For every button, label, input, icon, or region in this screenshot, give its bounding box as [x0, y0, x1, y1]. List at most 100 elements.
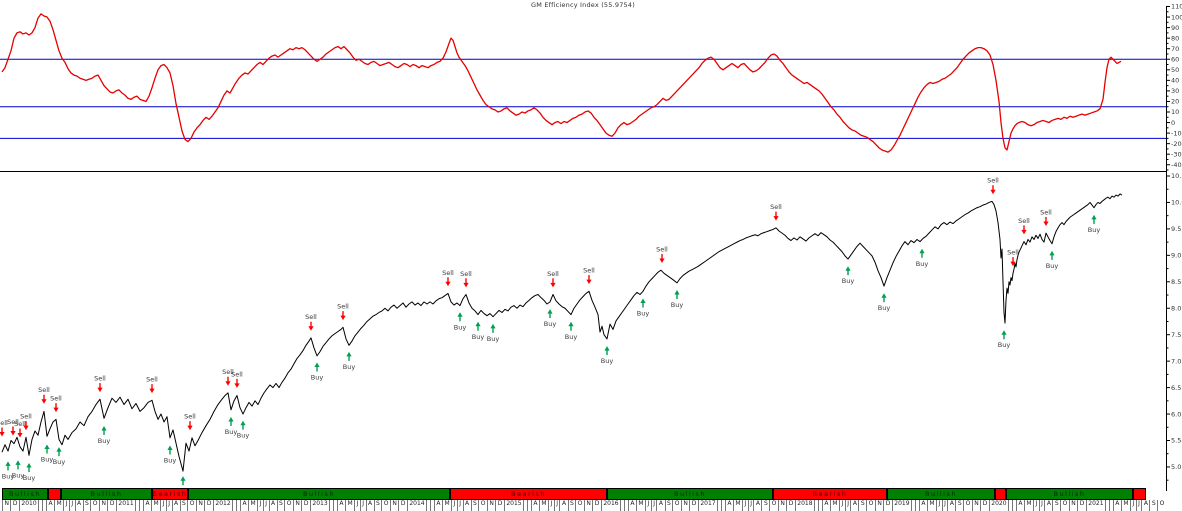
month-label: M	[635, 500, 645, 511]
oscillator-tick-label: 0	[1171, 119, 1175, 127]
month-label: J	[645, 500, 651, 511]
buy-arrow-icon	[228, 416, 234, 422]
month-label: J	[160, 500, 166, 511]
sell-signal: Sell	[14, 420, 26, 438]
oscillator-panel	[0, 13, 1166, 172]
buy-arrow-icon	[457, 312, 463, 317]
sell-arrow-icon	[41, 399, 47, 404]
month-label	[1011, 500, 1016, 511]
sell-label: Sell	[1018, 217, 1030, 225]
buy-arrow-icon	[547, 309, 553, 314]
sell-signal: Sell	[442, 269, 454, 287]
buy-signal: Buy	[1088, 214, 1100, 234]
price-line	[1, 193, 1123, 472]
month-label: N	[971, 500, 980, 511]
bullish-label: Bullish	[302, 489, 335, 498]
chart-title: GM Efficiency Index (55.9754)	[531, 1, 635, 9]
regime-segment-bullish: Bullish	[2, 488, 48, 500]
month-label: A	[1141, 500, 1149, 511]
buy-label: Buy	[41, 456, 54, 464]
month-label: J	[68, 500, 75, 511]
sell-label: Sell	[460, 270, 472, 278]
price-tick-label: 8.5	[1171, 278, 1181, 286]
sell-signal: Sell	[94, 375, 106, 393]
month-label: D	[786, 500, 795, 511]
sell-arrow-icon	[445, 281, 451, 287]
buy-label: Buy	[916, 260, 929, 268]
oscillator-tick-label: 60	[1171, 55, 1179, 63]
buy-signal: Buy	[164, 445, 176, 465]
buy-signal: Buy	[454, 312, 466, 331]
month-label: S	[1052, 500, 1060, 511]
month-label: M	[732, 500, 742, 511]
price-tick-label: 6.5	[1171, 384, 1181, 392]
buy-arrow-icon	[1049, 250, 1055, 256]
price-tick-label: 10.5	[1171, 172, 1182, 180]
bearish-label: Bearish	[152, 489, 188, 498]
sell-signal: Sell	[1018, 217, 1030, 235]
price-tick-label: 5.5	[1171, 437, 1181, 445]
buy-signal: Buy	[878, 293, 890, 312]
sell-arrow-icon	[149, 388, 155, 394]
buy-signal: Buy	[343, 351, 355, 371]
month-label	[1008, 500, 1012, 511]
sell-signal: Sell	[222, 368, 234, 386]
buy-arrow-icon	[1091, 214, 1097, 220]
month-label: N	[777, 500, 786, 511]
month-label: O	[381, 500, 390, 511]
oscillator-tick-label: 80	[1171, 34, 1179, 42]
month-label: O	[187, 500, 196, 511]
buy-arrow-icon	[346, 351, 352, 357]
sell-label: Sell	[38, 386, 50, 394]
buy-label: Buy	[1046, 262, 1059, 270]
month-label: O	[90, 500, 99, 511]
month-label	[814, 500, 818, 511]
buy-signal: Buy	[671, 290, 683, 309]
month-label: O	[1157, 500, 1166, 511]
bearish-label: Bearish	[511, 489, 546, 498]
buy-arrow-icon	[490, 323, 496, 329]
month-label: S	[567, 500, 576, 511]
buy-signal: Buy	[544, 309, 556, 328]
sell-signal: Sell	[583, 267, 595, 285]
sell-arrow-icon	[308, 326, 314, 331]
month-label: J	[941, 500, 948, 511]
sell-signal: Sell	[146, 376, 158, 394]
sell-arrow-icon	[234, 383, 240, 388]
regime-segment-bearish	[1133, 488, 1146, 500]
month-label: O	[284, 500, 293, 511]
buy-signal: Buy	[12, 460, 24, 479]
signal-markers: Sell Sell Sell Sell Sell Sell Sell Sell Sell Sell…	[0, 177, 1100, 495]
month-label: S	[179, 500, 188, 511]
buy-arrow-icon	[604, 346, 610, 351]
month-label: D	[204, 500, 213, 511]
buy-signal: Buy	[311, 362, 323, 382]
oscillator-tick-label: 40	[1171, 77, 1179, 85]
sell-signal: Sell	[1007, 249, 1019, 267]
buy-arrow-icon	[674, 290, 680, 295]
month-label: J	[747, 500, 754, 511]
month-label	[232, 500, 236, 511]
buy-signal: Buy	[472, 321, 484, 341]
month-label: A	[1044, 500, 1052, 511]
month-label: M	[248, 500, 257, 511]
buy-arrow-icon	[919, 248, 925, 254]
month-label: A	[1015, 500, 1024, 511]
month-label: S	[761, 500, 769, 511]
sell-label: Sell	[583, 267, 595, 275]
month-label: J	[359, 500, 366, 511]
month-label: A	[947, 500, 955, 511]
buy-signal: Buy	[225, 416, 237, 436]
month-label: J	[165, 500, 172, 511]
month-label: N	[389, 500, 398, 511]
oscillator-tick-label: -40	[1171, 161, 1182, 169]
sell-arrow-icon	[17, 433, 23, 438]
month-label: N	[2, 500, 10, 511]
month-label	[624, 500, 628, 511]
month-label	[1105, 500, 1109, 511]
year-label: 2011	[115, 500, 135, 511]
sell-signal: Sell	[305, 313, 317, 331]
month-label: S	[858, 500, 866, 511]
month-label: M	[151, 500, 160, 511]
sell-arrow-icon	[586, 279, 592, 285]
